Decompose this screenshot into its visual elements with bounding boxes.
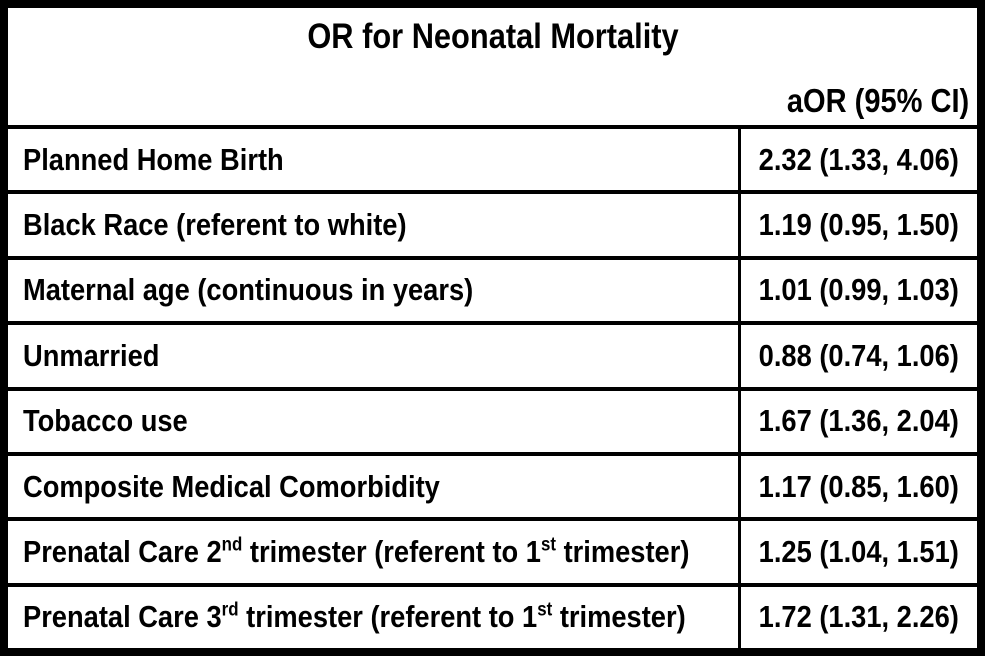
ordinal-superscript: st <box>540 534 556 556</box>
table-row-maternal-age: Maternal age (continuous in years) 1.01 … <box>8 259 977 326</box>
ordinal-superscript: rd <box>221 599 239 621</box>
table-title: OR for Neonatal Mortality <box>8 8 977 54</box>
table-body: Planned Home Birth 2.32 (1.33, 4.06) Bla… <box>8 129 977 648</box>
table-header: OR for Neonatal Mortality aOR (95% CI) <box>8 8 977 129</box>
table-title-text: OR for Neonatal Mortality <box>306 17 679 56</box>
table-row-black-race: Black Race (referent to white) 1.19 (0.9… <box>8 194 977 260</box>
row-label: Unmarried <box>23 337 160 373</box>
row-label-part: trimester) <box>552 599 686 635</box>
row-value: 2.32 (1.33, 4.06) <box>758 141 960 177</box>
table-row-planned-home-birth: Planned Home Birth 2.32 (1.33, 4.06) <box>8 129 977 195</box>
ordinal-superscript: nd <box>221 534 243 556</box>
row-label: Prenatal Care 3rd trimester (referent to… <box>23 599 686 635</box>
row-label-cell: Unmarried <box>8 325 741 387</box>
row-value: 1.72 (1.31, 2.26) <box>758 599 960 635</box>
row-value: 1.67 (1.36, 2.04) <box>758 403 960 439</box>
row-value: 1.25 (1.04, 1.51) <box>758 533 960 569</box>
row-label: Composite Medical Comorbidity <box>23 468 440 504</box>
ordinal-superscript: st <box>537 599 553 621</box>
row-value: 1.01 (0.99, 1.03) <box>758 272 960 308</box>
row-label-part: trimester (referent to 1 <box>238 599 538 635</box>
row-label-part: trimester) <box>555 533 690 569</box>
row-label-cell: Tobacco use <box>8 390 741 452</box>
row-value-cell: 1.67 (1.36, 2.04) <box>741 391 977 452</box>
row-label: Tobacco use <box>23 403 188 439</box>
column-header-aor-text: aOR (95% CI) <box>786 82 969 119</box>
row-value: 0.88 (0.74, 1.06) <box>758 337 960 373</box>
table-row-unmarried: Unmarried 0.88 (0.74, 1.06) <box>8 325 977 391</box>
row-label: Planned Home Birth <box>23 141 284 177</box>
row-label-cell: Black Race (referent to white) <box>8 194 741 256</box>
row-label: Black Race (referent to white) <box>23 207 407 243</box>
row-label: Prenatal Care 2nd trimester (referent to… <box>23 534 689 570</box>
row-value-cell: 1.01 (0.99, 1.03) <box>741 260 977 321</box>
column-header-aor: aOR (95% CI) <box>8 84 977 125</box>
row-value-cell: 1.17 (0.85, 1.60) <box>741 456 977 517</box>
table-row-prenatal-care-3rd: Prenatal Care 3rd trimester (referent to… <box>8 586 977 648</box>
row-label: Maternal age (continuous in years) <box>23 272 474 308</box>
row-label-cell: Planned Home Birth <box>8 129 741 191</box>
row-label-cell: Prenatal Care 2nd trimester (referent to… <box>8 521 741 583</box>
row-value: 1.19 (0.95, 1.50) <box>758 207 960 243</box>
table-row-tobacco-use: Tobacco use 1.67 (1.36, 2.04) <box>8 390 977 456</box>
row-label-part: Prenatal Care 3 <box>23 599 222 635</box>
row-value: 1.17 (0.85, 1.60) <box>758 468 960 504</box>
row-label-part: trimester (referent to 1 <box>242 533 541 569</box>
row-value-cell: 1.19 (0.95, 1.50) <box>741 194 977 255</box>
row-value-cell: 2.32 (1.33, 4.06) <box>741 129 977 190</box>
row-value-cell: 0.88 (0.74, 1.06) <box>741 325 977 386</box>
row-label-cell: Maternal age (continuous in years) <box>8 259 741 322</box>
row-label-part: Prenatal Care 2 <box>23 533 222 569</box>
row-value-cell: 1.72 (1.31, 2.26) <box>741 587 977 648</box>
table-row-composite-comorbidity: Composite Medical Comorbidity 1.17 (0.85… <box>8 455 977 522</box>
row-label-cell: Composite Medical Comorbidity <box>8 455 741 518</box>
row-label-cell: Prenatal Care 3rd trimester (referent to… <box>8 586 741 648</box>
table-row-prenatal-care-2nd: Prenatal Care 2nd trimester (referent to… <box>8 521 977 587</box>
row-value-cell: 1.25 (1.04, 1.51) <box>741 521 977 582</box>
